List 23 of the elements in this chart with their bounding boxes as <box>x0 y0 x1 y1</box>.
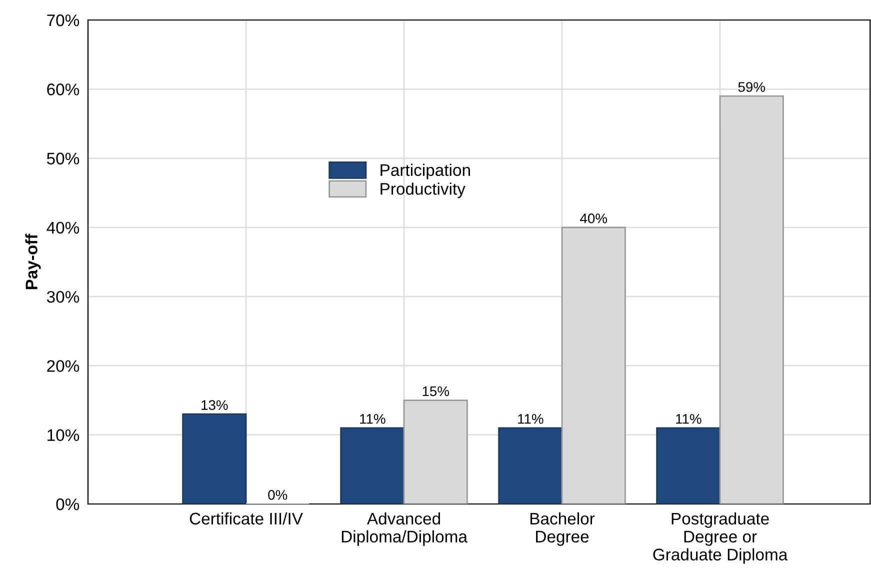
x-tick-label: Advanced Diploma/Diploma <box>342 512 468 546</box>
data-label: 0% <box>268 490 288 500</box>
y-tick-label: 50% <box>46 152 80 164</box>
data-label: 11% <box>676 414 702 424</box>
x-tick-label: Bachelor Degree <box>530 512 595 546</box>
data-label: 40% <box>580 213 608 224</box>
data-label: 59% <box>738 82 766 92</box>
x-tick-label: Postgraduate Degree or Graduate Diploma <box>653 512 788 564</box>
data-label: 11% <box>360 414 386 424</box>
y-tick-label: 0% <box>56 498 80 510</box>
y-tick-label: 60% <box>47 84 80 96</box>
y-axis-title: Pay-off <box>25 234 41 290</box>
y-tick-label: 40% <box>46 222 80 234</box>
y-tick-label: 70% <box>47 14 80 26</box>
y-tick-label: 30% <box>46 290 80 303</box>
legend-label: Productivity <box>380 182 466 198</box>
y-tick-label: 20% <box>47 360 80 372</box>
data-label: 11% <box>518 414 544 424</box>
data-label: 15% <box>422 386 450 396</box>
y-tick-label: 10% <box>48 429 80 442</box>
x-tick-label: Certificate III/IV <box>190 512 303 525</box>
legend-label: Participation <box>380 164 470 180</box>
data-label: 13% <box>202 400 228 410</box>
